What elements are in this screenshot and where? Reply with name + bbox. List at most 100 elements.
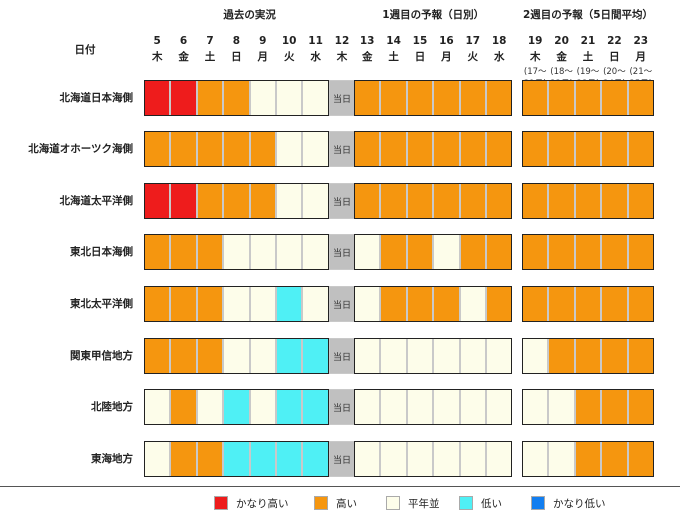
heatmap-cell (627, 234, 654, 270)
heatmap-cell (380, 234, 407, 270)
day-number-label: 17 (465, 35, 481, 47)
heatmap-cell (249, 389, 276, 425)
heatmap-cell (459, 80, 486, 116)
heatmap-cell (249, 80, 276, 116)
heatmap-cell (302, 183, 329, 219)
heatmap-cell (574, 286, 602, 322)
heatmap-cell (486, 234, 513, 270)
section-title: 過去の実況 (223, 9, 276, 21)
heatmap-cell (486, 338, 513, 374)
heatmap-cell (627, 286, 654, 322)
legend-label: かなり低い (553, 498, 606, 510)
heatmap-cell (601, 131, 628, 167)
heatmap-cell (380, 80, 407, 116)
heatmap-cell (276, 286, 303, 322)
heatmap-cell (433, 131, 460, 167)
heatmap-cell (522, 389, 549, 425)
heatmap-cell (548, 131, 575, 167)
legend-swatch (214, 496, 228, 510)
heatmap-cell (406, 183, 434, 219)
heatmap-cell (601, 234, 628, 270)
range-label: (20〜 (603, 67, 626, 77)
heatmap-cell (601, 286, 628, 322)
heatmap-cell (522, 338, 549, 374)
heatmap-cell (548, 234, 575, 270)
day-number-label: 16 (439, 35, 454, 47)
heatmap-cell (486, 441, 513, 477)
heatmap-cell (406, 389, 434, 425)
day-number-label: 23 (633, 35, 649, 47)
today-cell: 当日 (328, 389, 356, 425)
weekday-label: 金 (178, 51, 189, 63)
today-cell: 当日 (328, 80, 356, 116)
heatmap-cell (302, 131, 329, 167)
heatmap-cell (574, 131, 602, 167)
legend-swatch (459, 496, 473, 510)
range-label: (18〜 (550, 67, 573, 77)
heatmap-cell (223, 338, 250, 374)
heatmap-cell (459, 234, 486, 270)
heatmap-cell (276, 183, 303, 219)
day-number-label: 15 (412, 35, 428, 47)
heatmap-cell (144, 183, 171, 219)
heatmap-cell (433, 286, 460, 322)
range-label: (17〜 (523, 67, 547, 77)
region-label: 東北日本海側 (70, 246, 133, 258)
heatmap-cell (354, 234, 381, 270)
legend-label: 低い (481, 498, 502, 510)
heatmap-cell (170, 80, 197, 116)
heatmap-cell (223, 286, 250, 322)
day-number-label: 10 (281, 35, 297, 47)
weekday-label: 水 (310, 51, 321, 63)
heatmap-cell (302, 286, 329, 322)
heatmap-cell (170, 338, 197, 374)
section-title: 1週目の予報（日別） (382, 9, 485, 21)
heatmap-cell (548, 286, 575, 322)
day-number-label: 12 (334, 35, 350, 47)
heatmap-cell (486, 286, 513, 322)
today-cell: 当日 (328, 338, 356, 374)
heatmap-cell (196, 389, 224, 425)
day-number-label: 13 (359, 35, 375, 47)
heatmap-cell (196, 234, 224, 270)
heatmap-cell (276, 441, 303, 477)
heatmap-cell (354, 183, 381, 219)
weekday-label: 木 (336, 51, 348, 63)
heatmap-cell (249, 234, 276, 270)
heatmap-cell (196, 131, 224, 167)
heatmap-cell (354, 389, 381, 425)
heatmap-cell (486, 131, 513, 167)
heatmap-cell (196, 338, 224, 374)
heatmap-cell (574, 80, 602, 116)
heatmap-cell (302, 389, 329, 425)
heatmap-cell (627, 389, 654, 425)
heatmap-cell (302, 338, 329, 374)
heatmap-cell (548, 80, 575, 116)
weekday-label: 月 (441, 51, 452, 63)
heatmap-cell (144, 441, 171, 477)
heatmap-cell (249, 441, 276, 477)
heatmap-cell (522, 286, 549, 322)
region-label: 東北太平洋側 (70, 298, 133, 310)
heatmap-cell (354, 441, 381, 477)
day-number-label: 18 (491, 35, 507, 47)
weekday-label: 木 (151, 51, 163, 63)
heatmap-cell (223, 389, 250, 425)
heatmap-cell (380, 389, 407, 425)
day-number-label: 14 (386, 35, 401, 47)
heatmap-cell (276, 389, 303, 425)
today-cell: 当日 (328, 286, 356, 322)
heatmap-cell (522, 234, 549, 270)
heatmap-cell (170, 183, 197, 219)
weekday-label: 日 (609, 51, 620, 63)
region-label: 北海道太平洋側 (59, 195, 134, 207)
heatmap-cell (144, 389, 171, 425)
heatmap-cell (433, 183, 460, 219)
heatmap-cell (380, 286, 407, 322)
weekday-label: 土 (582, 51, 594, 63)
heatmap-cell (223, 131, 250, 167)
today-cell: 当日 (328, 441, 356, 477)
heatmap-cell (601, 338, 628, 374)
heatmap-cell (170, 389, 197, 425)
heatmap-cell (522, 131, 549, 167)
